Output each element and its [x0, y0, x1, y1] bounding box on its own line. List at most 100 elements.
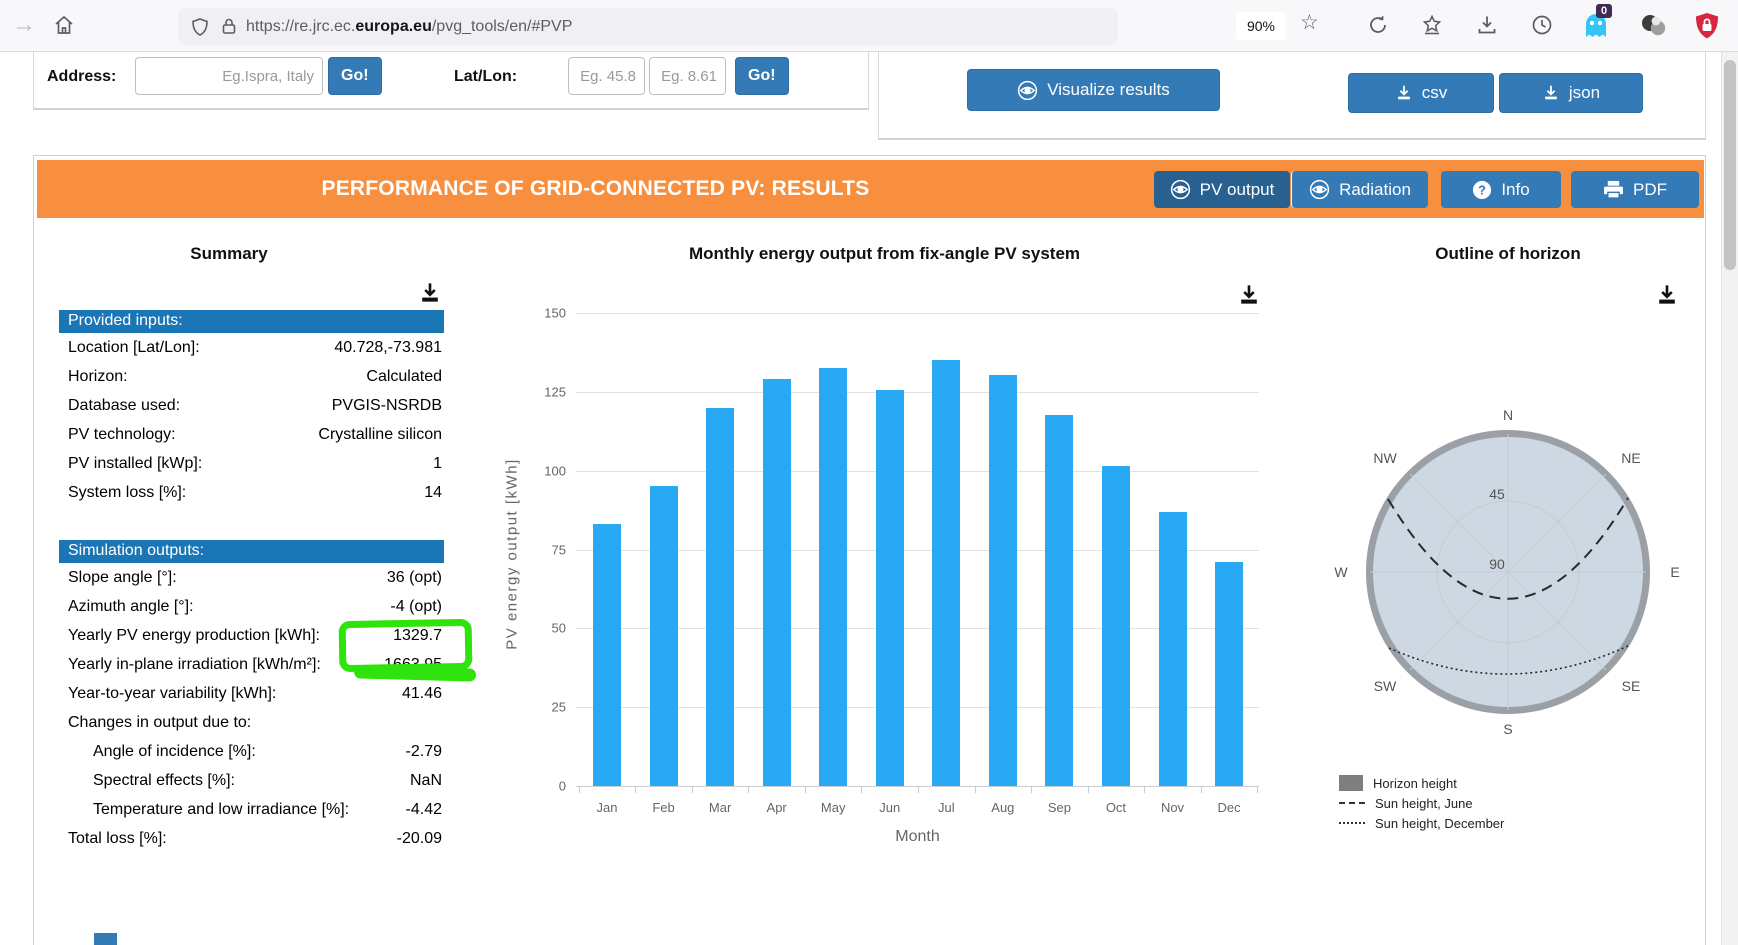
- bar-jul: [932, 360, 961, 786]
- legend-swatch-dotted: [1339, 822, 1365, 824]
- json-label: json: [1568, 83, 1601, 102]
- highlight-annotation: [338, 618, 473, 673]
- eye-icon: [1017, 80, 1038, 101]
- gridline: [576, 707, 1259, 709]
- table-row: Yearly PV energy production [kWh]: 1329.7: [59, 621, 444, 650]
- x-axis-tick: [804, 786, 806, 793]
- history-clock-icon[interactable]: [1530, 13, 1554, 37]
- x-axis-tick: [748, 786, 750, 793]
- row-label: Slope angle [°]:: [68, 569, 177, 586]
- legend-label: Sun height, June: [1375, 795, 1473, 811]
- latlon-label: Lat/Lon:: [454, 68, 518, 85]
- lock-icon[interactable]: [220, 17, 238, 36]
- table-row: Azimuth angle [°]: -4 (opt): [59, 592, 444, 621]
- compass-label-n: N: [1502, 407, 1514, 423]
- chart-download-icon[interactable]: [1237, 283, 1261, 307]
- longitude-input[interactable]: [649, 57, 726, 95]
- url-bar[interactable]: https://re.jrc.ec.europa.eu/pvg_tools/en…: [178, 8, 1118, 45]
- row-value: 41.46: [401, 685, 442, 702]
- shield-icon[interactable]: [190, 17, 210, 37]
- zoom-level-indicator[interactable]: 90%: [1236, 12, 1286, 40]
- table-row: PV technology: Crystalline silicon: [59, 420, 444, 449]
- visualize-results-label: Visualize results: [1047, 80, 1170, 99]
- tab-info[interactable]: ? Info: [1441, 171, 1561, 208]
- row-label: Database used:: [68, 397, 181, 414]
- tab-pdf[interactable]: PDF: [1571, 171, 1699, 208]
- compass-label-nw: NW: [1373, 450, 1397, 466]
- x-axis-tick: [691, 786, 693, 793]
- chart-title: Monthly energy output from fix-angle PV …: [688, 244, 1081, 263]
- tab-label: Radiation: [1339, 179, 1411, 199]
- x-tick-label: Apr: [766, 800, 787, 815]
- legend-label: Horizon height: [1373, 775, 1457, 791]
- gridline: [576, 313, 1259, 314]
- address-go-button[interactable]: Go!: [328, 57, 382, 95]
- row-label: Horizon:: [68, 368, 128, 385]
- row-value: NaN: [409, 772, 442, 789]
- x-axis-tick: [974, 786, 976, 793]
- svg-text:?: ?: [1478, 182, 1486, 197]
- highlighted-row-value: 1329.7: [393, 627, 442, 644]
- summary-table: Provided inputs: Location [Lat/Lon]: 40.7…: [59, 310, 444, 853]
- table-row: Total loss [%]: -20.09: [59, 824, 444, 853]
- x-tick-label: Jan: [596, 800, 618, 815]
- x-axis-tick: [1144, 786, 1146, 793]
- adblock-shield-icon[interactable]: [1694, 12, 1720, 40]
- gridline: [576, 786, 1259, 787]
- table-row: Location [Lat/Lon]: 40.728,-73.981: [59, 333, 444, 362]
- row-label: Spectral effects [%]:: [93, 772, 235, 789]
- x-tick-label: Feb: [652, 800, 675, 815]
- address-input[interactable]: [135, 57, 323, 95]
- table-row: Temperature and low irradiance [%]: -4.42: [59, 795, 444, 824]
- bar-feb: [649, 486, 678, 786]
- x-tick-label: Nov: [1160, 800, 1185, 815]
- x-tick-label: May: [820, 800, 846, 815]
- home-icon[interactable]: [52, 13, 76, 37]
- simulation-outputs-header: Simulation outputs:: [59, 540, 444, 563]
- bookmarks-menu-icon[interactable]: [1420, 13, 1444, 37]
- row-value: -2.79: [405, 743, 442, 760]
- row-label: Yearly in-plane irradiation [kWh/m²]:: [68, 656, 321, 673]
- ghost-extension-icon[interactable]: 0: [1583, 4, 1613, 39]
- horizon-download-icon[interactable]: [1655, 283, 1679, 307]
- y-tick-label: 25: [551, 699, 566, 715]
- x-tick-label: Mar: [708, 800, 732, 815]
- bookmark-star-icon[interactable]: ☆: [1300, 11, 1319, 34]
- downloads-icon[interactable]: [1475, 13, 1499, 37]
- y-tick-label: 100: [544, 463, 566, 479]
- tab-radiation[interactable]: Radiation: [1291, 171, 1428, 208]
- page-scrollbar[interactable]: [1721, 52, 1738, 945]
- row-value: Crystalline silicon: [318, 426, 442, 443]
- y-tick-label: 150: [544, 305, 566, 321]
- spheres-extension-icon[interactable]: [1640, 13, 1668, 39]
- visualize-results-button[interactable]: Visualize results: [967, 69, 1220, 111]
- y-tick-label: 50: [551, 620, 566, 636]
- bar-aug: [988, 374, 1017, 786]
- gridline: [576, 391, 1259, 393]
- y-tick-label: 75: [551, 542, 566, 557]
- monthly-output-bar-chart: 0 25 50 75 100 125 150 Jan Feb Mar Apr May Jun Jul Aug…: [544, 306, 1259, 815]
- address-label: Address:: [47, 68, 117, 85]
- results-header-bar: PERFORMANCE OF GRID-CONNECTED PV: RESULT…: [37, 160, 1704, 218]
- summary-download-icon[interactable]: [418, 281, 442, 305]
- scrollbar-thumb[interactable]: [1724, 60, 1736, 270]
- compass-label-sw: SW: [1373, 678, 1397, 694]
- bar-nov: [1158, 511, 1187, 786]
- forward-arrow-icon[interactable]: →: [12, 11, 36, 38]
- download-json-button[interactable]: json: [1499, 73, 1643, 113]
- row-label: Year-to-year variability [kWh]:: [68, 685, 277, 702]
- x-tick-label: Dec: [1217, 800, 1241, 815]
- latitude-input[interactable]: [568, 57, 645, 95]
- row-label: PV technology:: [68, 426, 176, 443]
- tab-label: PV output: [1199, 179, 1275, 199]
- row-label: Total loss [%]:: [68, 830, 167, 847]
- download-csv-button[interactable]: csv: [1348, 73, 1494, 113]
- sun-elevation-label: 90: [1489, 556, 1505, 572]
- legend-item: Horizon height: [1339, 773, 1504, 793]
- reload-icon[interactable]: [1366, 13, 1390, 37]
- row-label: Angle of incidence [%]:: [93, 743, 256, 760]
- tab-pv-output[interactable]: PV output: [1154, 171, 1290, 208]
- sun-height-december-curve: [1388, 645, 1629, 675]
- latlon-go-button[interactable]: Go!: [735, 57, 789, 95]
- row-value: 1: [433, 455, 442, 472]
